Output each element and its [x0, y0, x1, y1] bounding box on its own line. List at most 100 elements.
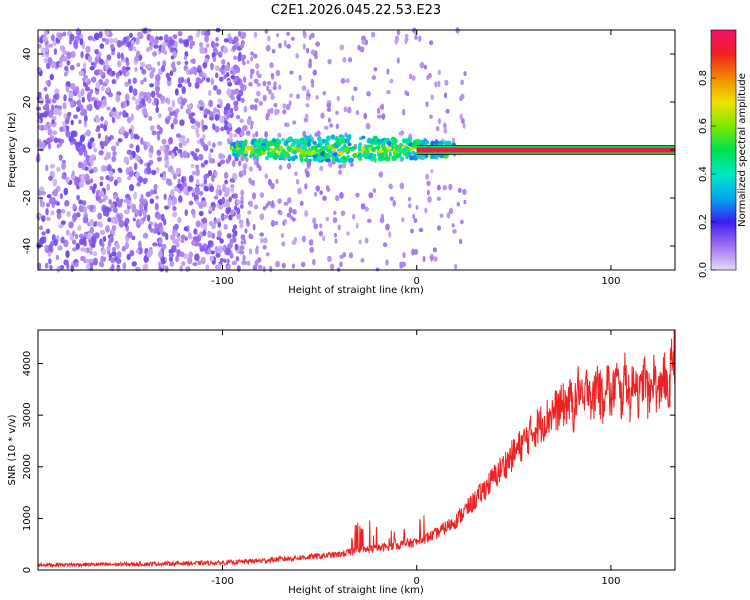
heatmap-cell	[195, 168, 200, 177]
heatmap-cell	[306, 150, 311, 156]
heatmap-cell	[76, 212, 81, 218]
heatmap-cell	[328, 150, 333, 154]
heatmap-cell	[384, 156, 391, 162]
x-tick-label: 0	[414, 576, 420, 587]
heatmap-cell	[153, 183, 158, 191]
heatmap-cell	[44, 103, 50, 110]
heatmap-cell	[277, 132, 282, 138]
heatmap-cell	[99, 123, 104, 129]
heatmap-cell	[228, 214, 232, 221]
heatmap-cell	[178, 137, 184, 143]
heatmap-cell	[277, 139, 282, 145]
heatmap-cell	[281, 262, 286, 269]
heatmap-cell	[111, 116, 116, 124]
heatmap-cell	[41, 215, 46, 223]
heatmap-cell	[347, 142, 352, 147]
heatmap-cell	[222, 46, 229, 54]
heatmap-cell	[227, 82, 233, 87]
heatmap-cell	[178, 195, 183, 203]
heatmap-cell	[157, 113, 162, 119]
heatmap-cell	[254, 259, 259, 267]
heatmap-cell	[262, 138, 267, 143]
heatmap-cell	[238, 143, 244, 149]
heatmap-cell	[240, 170, 246, 176]
heatmap-cell	[212, 85, 218, 91]
heatmap-cell	[240, 54, 244, 60]
heatmap-cell	[106, 54, 112, 61]
heatmap-cell	[56, 143, 61, 149]
heatmap-cell	[235, 114, 241, 120]
heatmap-cell	[217, 245, 224, 254]
y-tick-label: 0	[22, 147, 33, 153]
heatmap-cell	[105, 174, 110, 181]
heatmap-cell	[210, 40, 215, 48]
heatmap-cell	[327, 58, 332, 65]
heatmap-cell	[148, 223, 152, 230]
heatmap-cell	[382, 242, 388, 248]
heatmap-cell	[174, 113, 178, 119]
y-tick-label: 2000	[22, 454, 33, 479]
heatmap-cell	[233, 64, 239, 70]
x-tick-label: 100	[601, 576, 620, 587]
colorbar-tick-label: 0.4	[698, 166, 709, 182]
heatmap-cell	[262, 206, 267, 211]
heatmap-cell	[246, 60, 250, 65]
heatmap-cell	[89, 185, 93, 191]
heatmap-cell	[180, 104, 184, 110]
heatmap-cell	[137, 104, 143, 109]
heatmap-cell	[101, 37, 106, 42]
heatmap-cell	[56, 166, 61, 172]
heatmap-cell	[226, 88, 232, 97]
heatmap-cell	[111, 224, 117, 231]
heatmap-cell	[62, 31, 67, 37]
heatmap-cell	[55, 254, 60, 261]
heatmap-cell	[197, 260, 202, 266]
heatmap-cell	[259, 192, 265, 198]
heatmap-cell	[167, 115, 172, 120]
heatmap-cell	[118, 219, 125, 228]
heatmap-cell	[361, 39, 366, 45]
heatmap-cell	[352, 213, 356, 220]
heatmap-cell	[217, 221, 222, 228]
heatmap-cell	[324, 152, 328, 158]
heatmap-cell	[204, 159, 209, 165]
heatmap-cell	[163, 193, 167, 201]
heatmap-cell	[430, 256, 434, 262]
heatmap-cell	[188, 200, 194, 206]
heatmap-cell	[48, 175, 53, 181]
heatmap-cell	[38, 186, 45, 192]
heatmap-cell	[196, 178, 200, 186]
heatmap-cell	[181, 140, 188, 146]
heatmap-cell	[83, 62, 87, 70]
x-tick-label: -100	[211, 576, 234, 587]
heatmap-cell	[223, 124, 229, 131]
heatmap-cell	[422, 255, 426, 263]
heatmap-cell	[394, 138, 398, 144]
heatmap-cell	[170, 47, 176, 52]
heatmap-cell	[358, 142, 363, 147]
heatmap-cell	[99, 43, 105, 49]
heatmap-cell	[402, 146, 409, 152]
heatmap-cell	[256, 82, 261, 87]
heatmap-cell	[171, 170, 175, 176]
heatmap-cell	[117, 60, 122, 68]
heatmap-cell	[416, 153, 422, 159]
heatmap-cell	[132, 95, 136, 101]
heatmap-cell	[409, 73, 413, 80]
heatmap-cell	[50, 34, 55, 42]
heatmap-cell	[325, 216, 330, 222]
heatmap-cell	[118, 111, 122, 116]
heatmap-cell	[182, 150, 188, 159]
heatmap-cell	[50, 196, 56, 204]
heatmap-cell	[203, 144, 209, 152]
heatmap-cell	[78, 199, 83, 205]
heatmap-cell	[167, 181, 173, 186]
heatmap-cell	[195, 164, 199, 170]
heatmap-cell	[226, 64, 231, 72]
heatmap-cell	[439, 213, 444, 219]
heatmap-cell	[303, 157, 309, 163]
heatmap-cell	[179, 265, 183, 272]
heatmap-cell	[261, 147, 267, 152]
heatmap-cell	[236, 265, 241, 272]
heatmap-cell	[253, 53, 258, 59]
